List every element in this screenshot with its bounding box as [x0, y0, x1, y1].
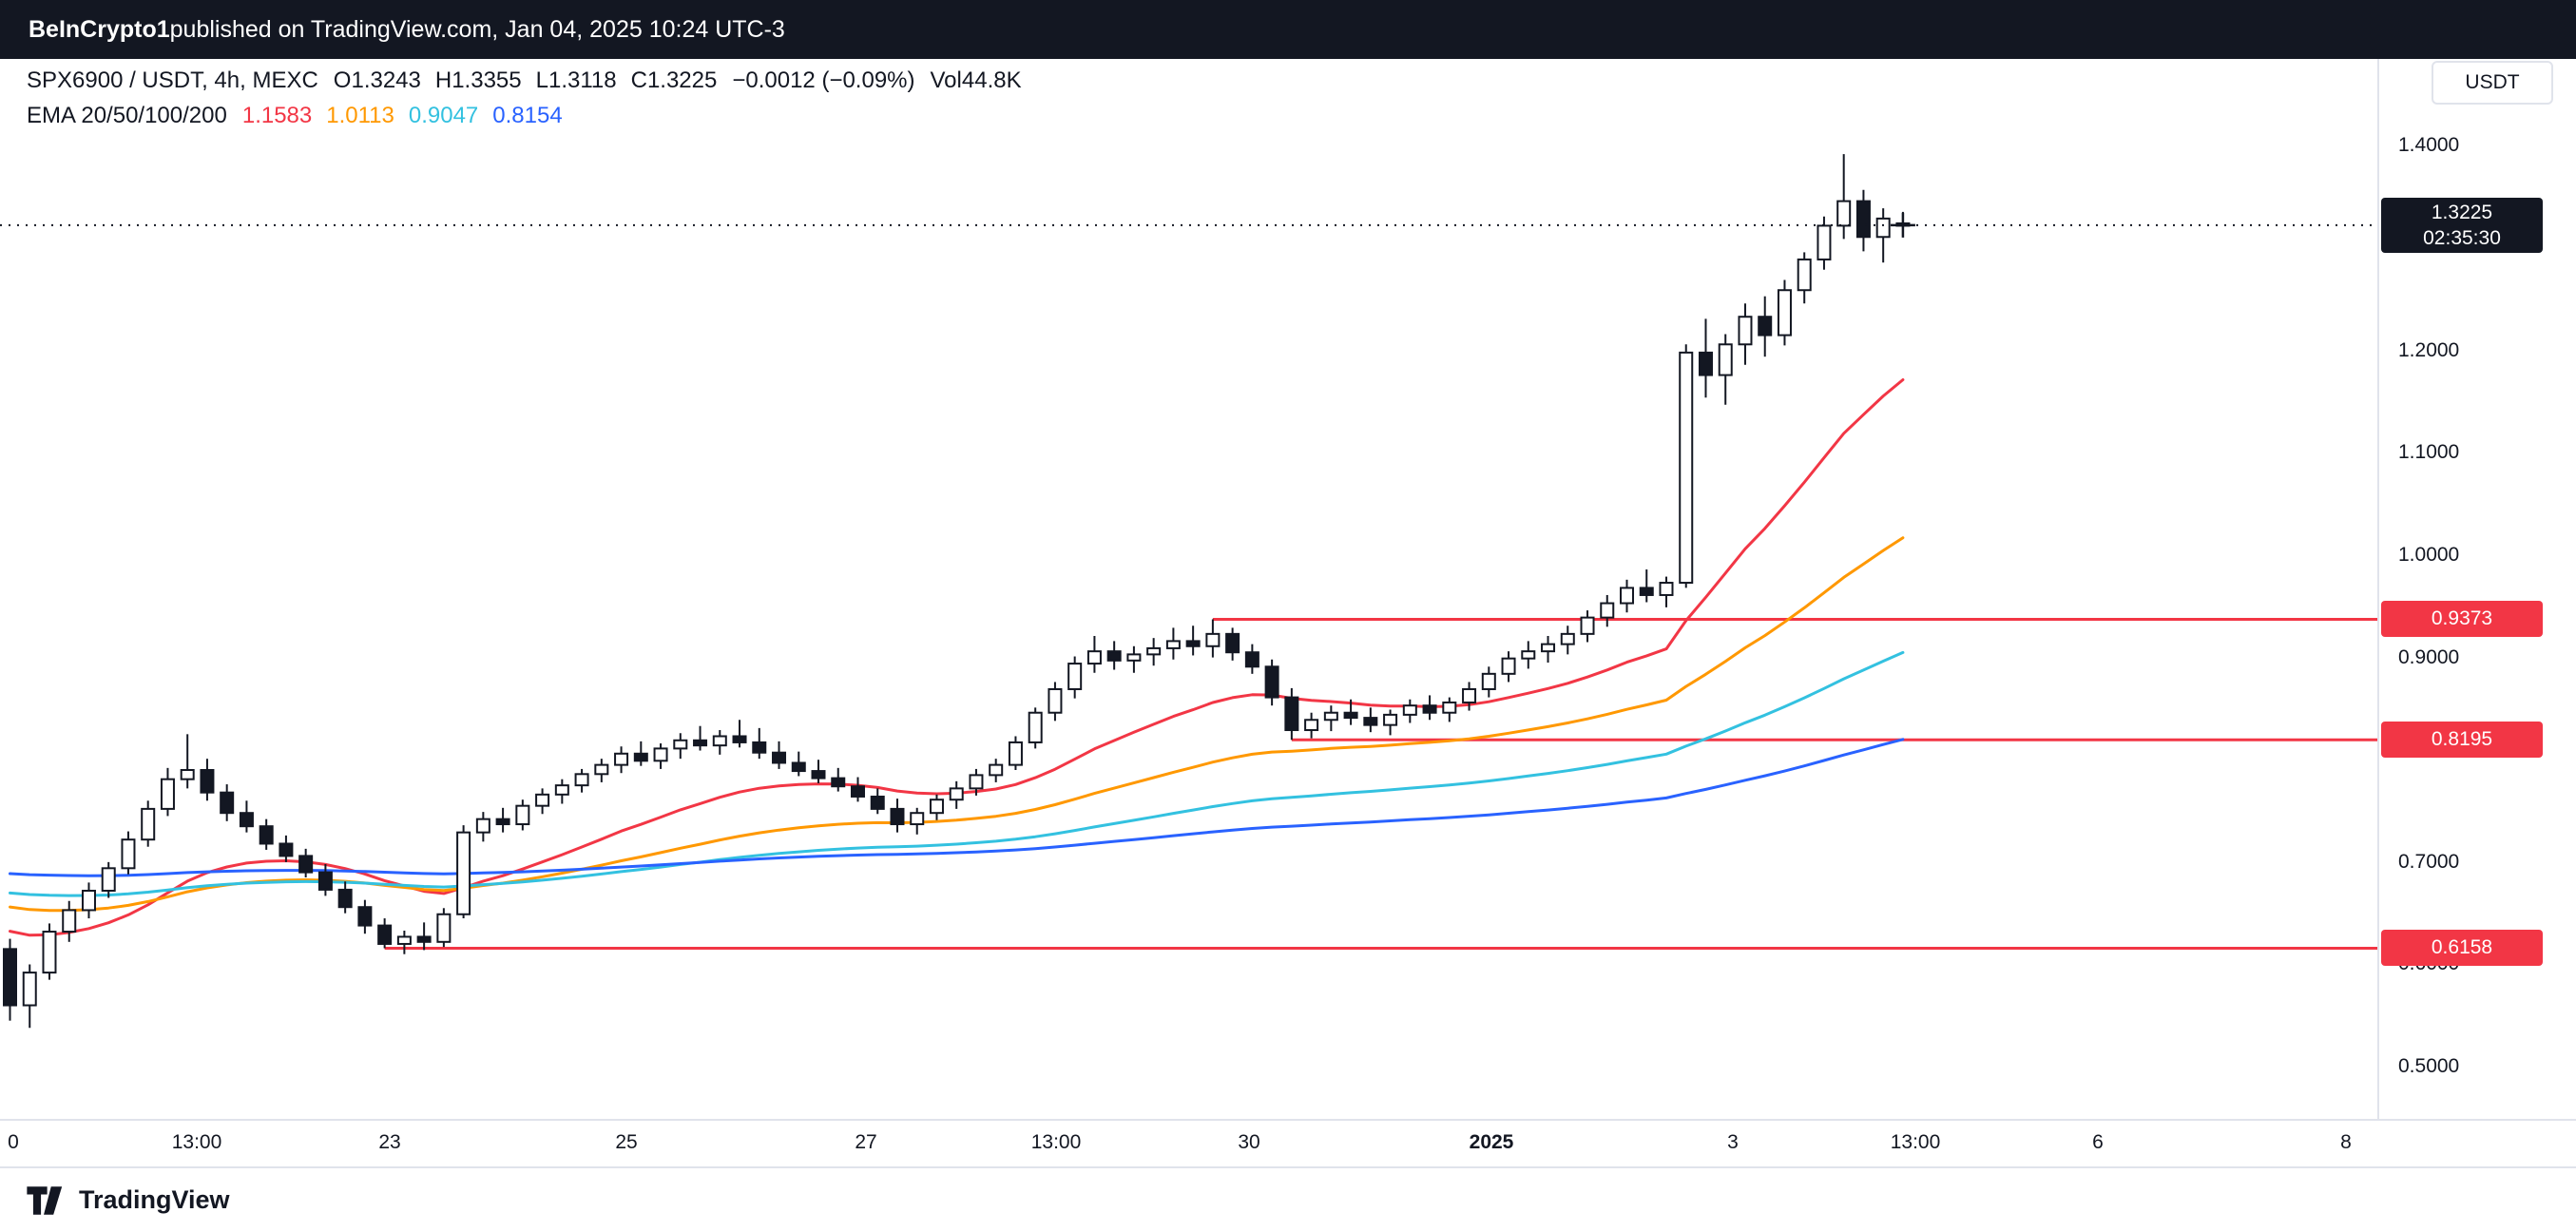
symbol-title: SPX6900 / USDT, 4h, MEXC	[27, 67, 318, 93]
time-axis-label: 6	[2092, 1131, 2104, 1153]
tradingview-logo[interactable]	[25, 1184, 67, 1218]
ema-indicator-row: EMA 20/50/100/200 1.1583 1.0113 0.9047 0.81…	[27, 98, 1022, 133]
legend-volume: Vol44.8K	[931, 67, 1022, 94]
attribution-text: published on TradingView.com, Jan 04, 20…	[169, 15, 785, 43]
price-tick-label: 1.2000	[2398, 338, 2460, 361]
ema-50-line	[9, 536, 1905, 913]
legend-ohlc: O1.3243 H1.3355 L1.3118 C1.3225	[334, 67, 718, 94]
attribution-bar: BeInCrypto1 published on TradingView.com…	[0, 0, 2576, 59]
author-name: BeInCrypto1	[29, 15, 170, 43]
footer-brand-text: TradingView	[79, 1185, 230, 1214]
ohlc-item: H1.3355	[434, 67, 522, 93]
footer-bar: TradingView	[0, 1166, 2576, 1232]
ema-legend-label: EMA 20/50/100/200	[27, 102, 227, 128]
ema-legend-value: 0.8154	[492, 102, 563, 128]
candles[interactable]	[3, 154, 1911, 1029]
ema-legend-values: 1.1583 1.0113 0.9047 0.8154	[242, 103, 563, 129]
ema-legend-value: 0.9047	[408, 102, 479, 128]
volume-label: Vol	[930, 67, 962, 93]
price-tick-label: 0.7000	[2398, 850, 2460, 873]
price-tick-label: 0.9000	[2398, 645, 2460, 668]
current-price-value: 1.3225	[2431, 201, 2493, 223]
time-axis-label: 30	[1238, 1131, 1260, 1153]
ema-legend-value: 1.0113	[326, 102, 394, 128]
volume-value: 44.8K	[961, 67, 1022, 93]
current-price-badge: 1.3225 02:35:30	[2381, 197, 2543, 253]
legend-change: −0.0012 (−0.09%)	[732, 67, 915, 93]
time-axis-label: 2025	[1469, 1131, 1514, 1153]
ohlc-item: C1.3225	[630, 67, 718, 93]
time-scale[interactable]: 0 13:00 23 25 27 13:00 30 2025 3 13:00 6 8	[0, 1119, 2576, 1166]
price-tick-label: 0.5000	[2398, 1055, 2460, 1078]
ema-100-line	[9, 650, 1905, 897]
time-axis-label: 8	[2340, 1131, 2352, 1153]
level-price-badge[interactable]: 0.6158	[2381, 930, 2543, 967]
current-price-countdown: 02:35:30	[2423, 226, 2501, 249]
time-axis-label: 23	[378, 1131, 401, 1153]
time-axis-label: 27	[855, 1131, 877, 1153]
price-tick-label: 1.1000	[2398, 441, 2460, 464]
price-tick-label: 1.4000	[2398, 134, 2460, 157]
time-axis-label: 13:00	[171, 1131, 222, 1153]
symbol-row: SPX6900 / USDT, 4h, MEXC O1.3243 H1.3355 L…	[27, 63, 1022, 98]
time-axis-label: 3	[1727, 1131, 1739, 1153]
ohlc-item: L1.3118	[535, 67, 617, 93]
price-tick-label: 1.0000	[2398, 543, 2460, 566]
time-axis-label: 13:00	[1890, 1131, 1941, 1153]
time-axis-label: 25	[615, 1131, 638, 1153]
level-price-badge[interactable]: 0.9373	[2381, 601, 2543, 638]
time-axis-label: 0	[8, 1131, 19, 1153]
currency-toggle-button[interactable]: USDT	[2432, 61, 2553, 105]
price-scale[interactable]: USDT 1.3225 02:35:30 1.4000 1.2000 1.1000 1…	[2377, 59, 2576, 1119]
ema-legend-value: 1.1583	[241, 102, 313, 128]
legend: SPX6900 / USDT, 4h, MEXC O1.3243 H1.3355 L…	[27, 63, 1022, 133]
time-axis-label: 13:00	[1030, 1131, 1082, 1153]
level-price-badge[interactable]: 0.8195	[2381, 722, 2543, 759]
ohlc-item: O1.3243	[333, 67, 421, 93]
